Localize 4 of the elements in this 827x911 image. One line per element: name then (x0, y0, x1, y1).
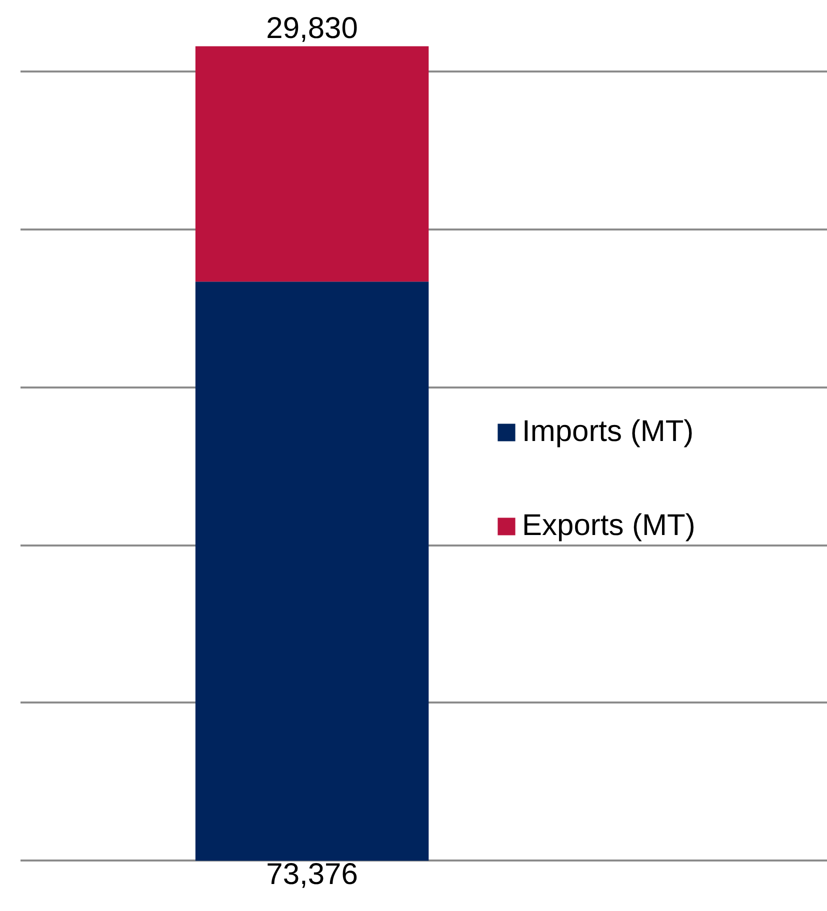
legend-label: Exports (MT) (522, 509, 696, 543)
legend-label: Imports (MT) (522, 415, 694, 449)
data-label: 29,830 (266, 12, 358, 46)
data-label: 73,376 (266, 858, 358, 891)
